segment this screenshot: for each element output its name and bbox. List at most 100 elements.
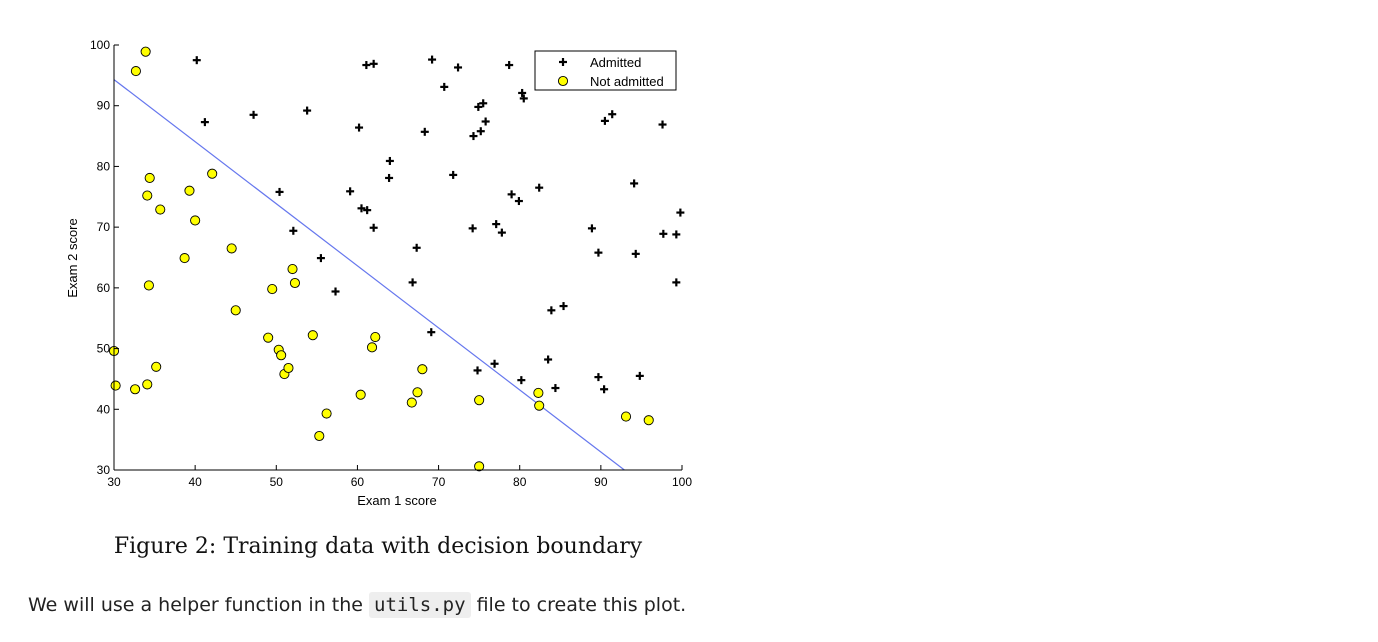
admitted-point bbox=[385, 156, 394, 165]
admitted-point bbox=[594, 373, 603, 382]
y-tick-label: 90 bbox=[97, 99, 111, 113]
figure-caption: Figure 2: Training data with decision bo… bbox=[113, 534, 643, 559]
not-admitted-point bbox=[143, 280, 154, 291]
admitted-point bbox=[676, 208, 685, 217]
x-tick-label: 40 bbox=[188, 475, 202, 489]
not-admitted-point bbox=[130, 66, 141, 77]
not-admitted-point bbox=[620, 411, 632, 422]
not-admitted-point bbox=[417, 364, 428, 375]
admitted-point bbox=[454, 63, 463, 72]
admitted-point bbox=[200, 118, 209, 127]
not-admitted-point bbox=[289, 277, 300, 289]
admitted-point bbox=[355, 123, 364, 132]
not-admitted-point bbox=[366, 342, 378, 353]
not-admitted-point bbox=[207, 168, 218, 179]
inline-code-filename: utils.py bbox=[369, 592, 471, 618]
y-axis-label: Exam 2 score bbox=[65, 218, 80, 297]
not-admitted-point bbox=[190, 215, 201, 226]
not-admitted-point bbox=[110, 380, 121, 391]
x-axis-label: Exam 1 score bbox=[357, 493, 436, 508]
scatter-chart: 30 40 50 60 70 80 90 100 30 40 50 60 70 80 90 100 Exam … bbox=[65, 38, 692, 508]
admitted-point bbox=[490, 359, 499, 368]
not-admitted-point bbox=[140, 46, 151, 57]
admitted-point bbox=[476, 127, 485, 136]
admitted-point bbox=[518, 88, 527, 97]
admitted-point bbox=[600, 385, 609, 394]
x-tick-label: 90 bbox=[594, 475, 608, 489]
not-admitted-point bbox=[307, 330, 318, 341]
admitted-point bbox=[357, 204, 366, 213]
not-admitted-point bbox=[151, 361, 162, 372]
legend-marker-not-admitted bbox=[557, 75, 569, 87]
y-tick-label: 80 bbox=[97, 159, 111, 173]
not-admitted-point bbox=[406, 397, 417, 408]
admitted-point bbox=[630, 179, 639, 188]
admitted-point bbox=[547, 306, 556, 315]
admitted-point bbox=[385, 173, 394, 182]
admitted-point bbox=[316, 254, 325, 263]
admitted-point bbox=[544, 355, 553, 364]
admitted-point bbox=[303, 106, 312, 115]
legend-marker-admitted bbox=[559, 58, 567, 66]
not-admitted-point bbox=[142, 190, 153, 201]
not-admitted-point bbox=[643, 415, 654, 426]
y-tick-label: 70 bbox=[97, 220, 111, 234]
decision-boundary-line bbox=[113, 79, 625, 471]
admitted-point bbox=[658, 120, 667, 129]
not-admitted-point bbox=[230, 305, 241, 316]
not-admitted-point bbox=[267, 284, 278, 295]
not-admitted-point bbox=[534, 400, 545, 411]
admitted-point bbox=[474, 102, 483, 111]
x-tick-label: 30 bbox=[107, 475, 121, 489]
admitted-point bbox=[408, 278, 417, 287]
admitted-point bbox=[507, 190, 516, 199]
not-admitted-point bbox=[179, 253, 190, 264]
admitted-point bbox=[492, 220, 501, 229]
x-tick-label: 60 bbox=[351, 475, 365, 489]
admitted-point bbox=[420, 127, 429, 136]
not-admitted-point bbox=[321, 408, 332, 419]
admitted-point bbox=[428, 55, 437, 64]
admitted-point bbox=[672, 230, 681, 239]
not-admitted-point bbox=[314, 430, 325, 442]
legend-label-not-admitted: Not admitted bbox=[590, 74, 664, 89]
admitted-point bbox=[505, 61, 514, 70]
not-admitted-point bbox=[263, 332, 274, 343]
not-admitted-point bbox=[184, 185, 195, 196]
admitted-point bbox=[427, 328, 436, 337]
admitted-point bbox=[608, 110, 617, 119]
admitted-point bbox=[535, 183, 544, 192]
not-admitted-point bbox=[283, 362, 294, 374]
not-admitted-point bbox=[142, 379, 153, 390]
not-admitted-point bbox=[130, 384, 141, 395]
not-admitted-point bbox=[355, 389, 366, 400]
admitted-point bbox=[369, 223, 378, 232]
not-admitted-point bbox=[276, 350, 287, 361]
admitted-point bbox=[440, 82, 449, 91]
admitted-point bbox=[594, 248, 603, 257]
paragraph-text-before: We will use a helper function in the bbox=[28, 594, 370, 616]
admitted-point bbox=[369, 59, 378, 68]
not-admitted-point bbox=[533, 387, 544, 398]
admitted-point bbox=[635, 371, 644, 380]
admitted-point bbox=[659, 229, 668, 238]
y-tick-label: 40 bbox=[97, 402, 111, 416]
not-admitted-point bbox=[474, 461, 485, 472]
admitted-point bbox=[275, 187, 284, 196]
legend-label-admitted: Admitted bbox=[590, 55, 641, 70]
admitted-point bbox=[331, 287, 340, 296]
admitted-point bbox=[559, 302, 568, 311]
admitted-point bbox=[551, 384, 560, 393]
admitted-point bbox=[363, 206, 372, 215]
x-tick-label: 100 bbox=[672, 475, 692, 489]
admitted-point bbox=[362, 61, 371, 70]
not-admitted-point bbox=[155, 204, 166, 215]
y-tick-label: 60 bbox=[97, 281, 111, 295]
x-tick-label: 70 bbox=[432, 475, 446, 489]
not-admitted-point bbox=[287, 263, 298, 275]
legend: Admitted Not admitted bbox=[534, 50, 677, 91]
admitted-point bbox=[497, 228, 506, 237]
admitted-point bbox=[672, 278, 681, 287]
x-tick-label: 50 bbox=[270, 475, 284, 489]
admitted-point bbox=[249, 110, 258, 119]
